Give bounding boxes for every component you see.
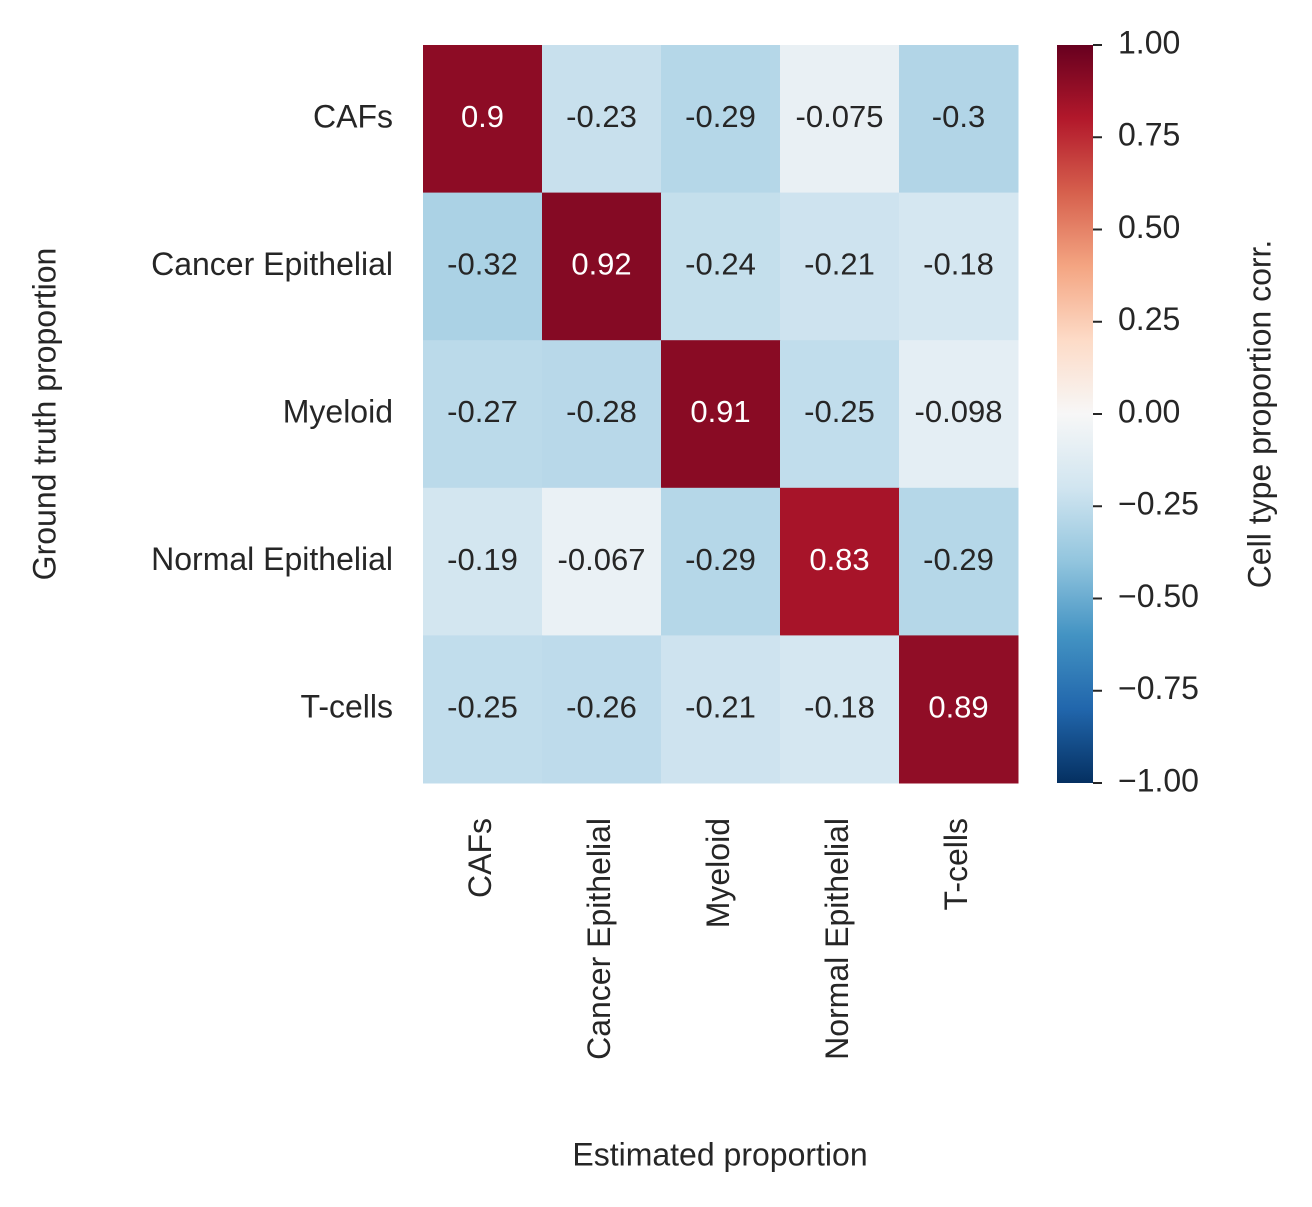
cell-label: -0.32 xyxy=(447,247,518,282)
x-tick-label: Normal Epithelial xyxy=(819,818,855,1060)
y-tick-label: Myeloid xyxy=(283,393,393,429)
colorbar-label: Cell type proportion corr. xyxy=(1241,240,1277,589)
colorbar-tick-label: 0.75 xyxy=(1118,117,1180,153)
heatmap-cell xyxy=(661,487,781,636)
heatmap-cell xyxy=(423,635,543,784)
cell-label: 0.91 xyxy=(690,394,750,429)
y-tick-label: CAFs xyxy=(313,98,393,134)
colorbar-tick-label: −1.00 xyxy=(1118,762,1199,798)
cell-label: 0.89 xyxy=(928,689,988,724)
x-tick-label: T-cells xyxy=(938,818,974,910)
colorbar-tick-label: −0.25 xyxy=(1118,486,1199,522)
colorbar-tick-label: −0.50 xyxy=(1118,578,1199,614)
heatmap-cell xyxy=(423,340,543,489)
heatmap-cell xyxy=(899,635,1019,784)
y-tick-label: T-cells xyxy=(301,689,393,725)
cell-label: -0.27 xyxy=(447,394,518,429)
heatmap-cell xyxy=(780,340,900,489)
cell-label: -0.19 xyxy=(447,542,518,577)
colorbar-tick-label: 0.50 xyxy=(1118,209,1180,245)
heatmap-cell xyxy=(423,192,543,341)
cell-label: -0.075 xyxy=(796,99,884,134)
colorbar-tick-label: 0.25 xyxy=(1118,301,1180,337)
cell-label: -0.26 xyxy=(566,689,637,724)
colorbar-tick-label: 1.00 xyxy=(1118,24,1180,60)
cell-label: -0.18 xyxy=(923,247,994,282)
heatmap-cell xyxy=(780,192,900,341)
y-axis-label: Ground truth proportion xyxy=(26,248,62,581)
cell-label: 0.83 xyxy=(809,542,869,577)
cell-label: -0.18 xyxy=(804,689,875,724)
cell-label: -0.067 xyxy=(558,542,646,577)
cell-label: 0.9 xyxy=(461,99,504,134)
heatmap-cell xyxy=(899,487,1019,636)
colorbar-tick-label: −0.75 xyxy=(1118,670,1199,706)
heatmap-cell xyxy=(542,45,662,194)
cell-label: -0.23 xyxy=(566,99,637,134)
cell-label: -0.3 xyxy=(932,99,985,134)
heatmap-cell xyxy=(661,192,781,341)
heatmap-cell xyxy=(423,45,543,194)
heatmap-cell xyxy=(780,487,900,636)
y-tick-label: Normal Epithelial xyxy=(151,541,393,577)
x-tick-label: Cancer Epithelial xyxy=(581,818,617,1060)
cell-label: -0.24 xyxy=(685,247,756,282)
cell-label: -0.21 xyxy=(804,247,875,282)
cell-label: 0.92 xyxy=(571,247,631,282)
cell-label: -0.098 xyxy=(915,394,1003,429)
heatmap-cell xyxy=(542,192,662,341)
cell-label: -0.29 xyxy=(685,99,756,134)
heatmap-cell xyxy=(542,340,662,489)
y-tick-label: Cancer Epithelial xyxy=(151,246,393,282)
heatmap-cell xyxy=(661,45,781,194)
colorbar xyxy=(1057,45,1093,783)
heatmap-cell xyxy=(780,635,900,784)
cell-label: -0.25 xyxy=(804,394,875,429)
colorbar-tick-label: 0.00 xyxy=(1118,393,1180,429)
heatmap-cell xyxy=(542,487,662,636)
cell-label: -0.25 xyxy=(447,689,518,724)
x-tick-label: CAFs xyxy=(462,818,498,898)
heatmap-cell xyxy=(780,45,900,194)
x-tick-label: Myeloid xyxy=(700,818,736,928)
heatmap-cell xyxy=(899,45,1019,194)
heatmap-cell xyxy=(661,340,781,489)
cell-label: -0.21 xyxy=(685,689,756,724)
heatmap-cell xyxy=(899,340,1019,489)
heatmap-cell xyxy=(542,635,662,784)
cell-label: -0.29 xyxy=(923,542,994,577)
heatmap-cell xyxy=(423,487,543,636)
x-axis-label: Estimated proportion xyxy=(572,1136,867,1172)
heatmap-cell xyxy=(899,192,1019,341)
heatmap-cell xyxy=(661,635,781,784)
cell-label: -0.28 xyxy=(566,394,637,429)
cell-label: -0.29 xyxy=(685,542,756,577)
